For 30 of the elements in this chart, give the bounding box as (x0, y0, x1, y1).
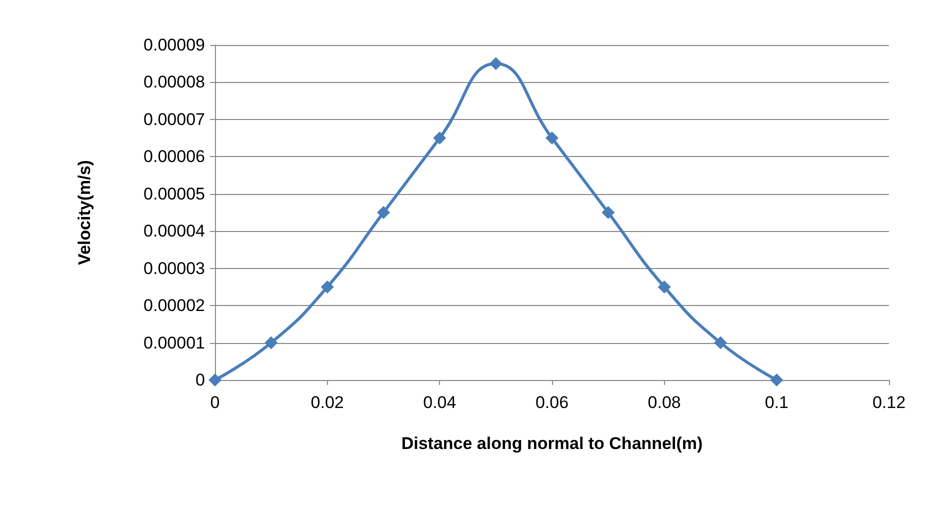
point (377, 206, 390, 219)
point (602, 206, 615, 219)
y-tick-label: 0.00003 (144, 258, 205, 278)
x-tick-label: 0.02 (310, 393, 344, 412)
x-tick-label: 0.1 (764, 393, 788, 412)
y-tick-label: 0.00005 (144, 184, 205, 204)
x-tick-label: 0.12 (872, 393, 906, 412)
point (433, 132, 446, 145)
y-tick-label: 0.00001 (144, 333, 205, 352)
x-axis-title: Distance along normal to Channel(m) (401, 434, 703, 453)
point (770, 374, 784, 386)
y-tick-label: 0.00002 (144, 296, 205, 316)
x-tick-label: 0.08 (648, 393, 681, 412)
point (320, 280, 334, 294)
point (264, 336, 278, 350)
x-tick-label: 0.04 (423, 393, 456, 412)
x-tick-label: 0.06 (535, 393, 569, 412)
point (714, 336, 727, 350)
x-tick-label: 0 (210, 393, 220, 412)
point (208, 374, 222, 386)
y-tick-label: 0.00008 (144, 72, 205, 92)
y-axis-title: Velocity(m/s) (75, 160, 94, 265)
y-tick-label: 0.00009 (144, 36, 205, 54)
point (489, 57, 502, 70)
y-tick-label: 0.00004 (144, 222, 205, 241)
y-tick-label: 0.00006 (144, 147, 205, 166)
point (546, 132, 558, 145)
point (658, 280, 671, 294)
y-tick-label: 0 (196, 370, 205, 390)
y-tick-label: 0.00007 (144, 110, 205, 129)
